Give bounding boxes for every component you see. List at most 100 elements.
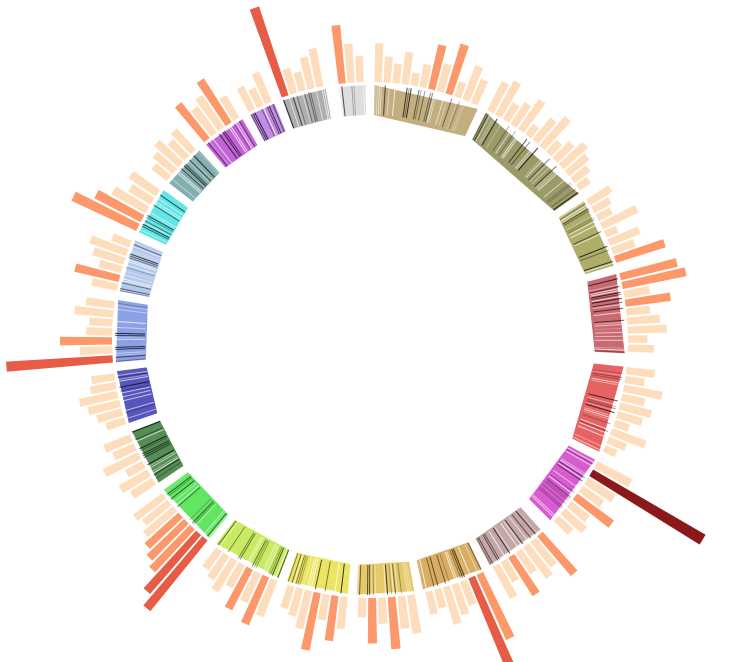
bar	[539, 115, 572, 151]
bar	[613, 239, 666, 263]
stripe	[157, 197, 184, 216]
stripe	[288, 97, 300, 127]
stripe	[230, 125, 248, 152]
stripe	[121, 280, 152, 289]
stripe	[374, 564, 377, 595]
bar	[367, 597, 378, 644]
bar	[87, 399, 121, 416]
stripe	[511, 514, 532, 539]
bar	[331, 24, 346, 84]
bar	[142, 506, 178, 538]
stripe	[125, 403, 155, 414]
stripe	[390, 563, 395, 594]
stripe	[457, 546, 471, 575]
bar	[584, 477, 616, 503]
stripe	[483, 533, 501, 560]
bar	[90, 373, 116, 385]
stripe	[132, 245, 161, 258]
stripe	[115, 358, 146, 362]
stripe	[561, 206, 588, 224]
stripe	[115, 320, 146, 325]
stripe	[293, 554, 304, 584]
bar	[144, 512, 183, 549]
stripe	[266, 106, 280, 135]
stripe	[121, 389, 151, 398]
stripe	[383, 564, 387, 595]
bar	[594, 461, 633, 488]
stripe	[263, 108, 277, 136]
bar	[564, 153, 590, 177]
stripe	[297, 555, 307, 585]
bar	[627, 344, 654, 353]
stripe	[472, 112, 488, 141]
stripe	[566, 448, 594, 465]
stripe	[351, 85, 355, 116]
stripe	[377, 85, 380, 116]
stripe	[559, 461, 585, 479]
segment	[356, 561, 415, 595]
stripe	[252, 113, 268, 141]
bar	[219, 95, 240, 122]
stripe	[486, 121, 503, 148]
stripe	[402, 87, 408, 118]
stripe	[315, 90, 324, 121]
stripe	[117, 370, 148, 376]
bar	[174, 102, 210, 143]
bar	[355, 56, 364, 83]
stripe	[295, 555, 306, 585]
stripe	[271, 547, 285, 576]
stripe	[124, 401, 154, 412]
stripe	[517, 147, 539, 171]
stripe	[543, 177, 568, 198]
stripe	[452, 548, 465, 578]
stripe	[482, 534, 499, 561]
stripe	[584, 406, 614, 417]
stripe	[304, 93, 313, 123]
bar	[88, 317, 113, 327]
bar	[537, 531, 578, 577]
stripe	[120, 384, 150, 392]
bar	[558, 141, 588, 170]
stripe	[339, 86, 344, 117]
stripe	[542, 483, 566, 504]
stripe	[449, 550, 462, 579]
stripe	[436, 554, 447, 584]
stripe	[306, 558, 316, 588]
stripe	[454, 548, 467, 577]
bar	[492, 563, 518, 599]
stripe	[183, 165, 207, 187]
stripe	[514, 145, 536, 169]
bar	[132, 493, 167, 521]
stripe	[388, 564, 393, 595]
bar	[96, 408, 124, 424]
bar	[428, 44, 447, 91]
stripe	[175, 485, 200, 506]
stripe	[572, 436, 601, 451]
stripe	[391, 86, 396, 117]
bar	[626, 305, 651, 316]
stripe	[475, 114, 491, 142]
stripe	[122, 393, 152, 402]
stripe	[379, 85, 382, 116]
stripe	[115, 347, 146, 350]
bar	[344, 43, 355, 83]
stripe	[438, 97, 449, 126]
stripe	[498, 130, 517, 156]
stripe	[418, 90, 426, 121]
stripe	[488, 530, 506, 557]
stripe	[406, 561, 412, 592]
bar	[299, 56, 315, 90]
stripe	[341, 86, 346, 117]
bar	[89, 235, 129, 256]
stripe	[125, 266, 155, 277]
stripe	[583, 410, 613, 421]
stripe	[592, 372, 623, 378]
stripe	[591, 377, 622, 384]
stripe	[310, 558, 319, 589]
bar	[392, 63, 402, 84]
stripe	[222, 131, 241, 157]
stripe	[495, 128, 513, 154]
bar	[570, 165, 591, 184]
stripe	[467, 542, 482, 570]
